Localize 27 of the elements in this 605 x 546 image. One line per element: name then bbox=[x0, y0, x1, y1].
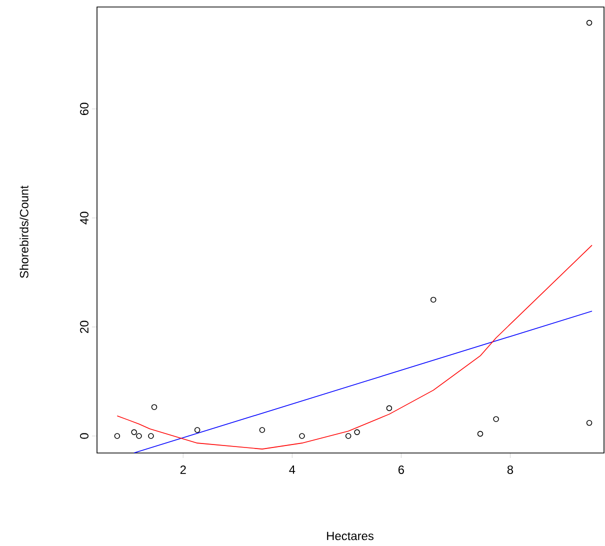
point bbox=[131, 429, 137, 436]
x-tick-label: 2 bbox=[180, 466, 186, 474]
y-tick-label: 20 bbox=[80, 320, 88, 334]
y-tick-label: 60 bbox=[80, 102, 88, 115]
y-tick-label: 0 bbox=[80, 433, 88, 439]
point bbox=[386, 405, 392, 412]
point bbox=[586, 20, 592, 26]
point bbox=[194, 427, 200, 433]
y-axis-title: Shorebirds/Count bbox=[20, 186, 28, 278]
point bbox=[430, 296, 436, 303]
y-tick-label: 40 bbox=[80, 212, 88, 224]
point bbox=[148, 433, 154, 439]
x-tick-label: 6 bbox=[398, 466, 404, 474]
point bbox=[477, 430, 484, 437]
x-tick-label: 8 bbox=[507, 466, 514, 474]
x-axis-title: Hectares bbox=[327, 532, 374, 540]
point bbox=[299, 433, 305, 439]
point bbox=[151, 404, 158, 410]
x-tick-label: 4 bbox=[289, 466, 296, 474]
point bbox=[345, 433, 352, 439]
point bbox=[114, 433, 120, 439]
point bbox=[136, 433, 142, 439]
point bbox=[493, 416, 499, 422]
point bbox=[259, 427, 266, 433]
point bbox=[354, 429, 360, 436]
line-series bbox=[116, 244, 592, 450]
point bbox=[586, 420, 592, 426]
